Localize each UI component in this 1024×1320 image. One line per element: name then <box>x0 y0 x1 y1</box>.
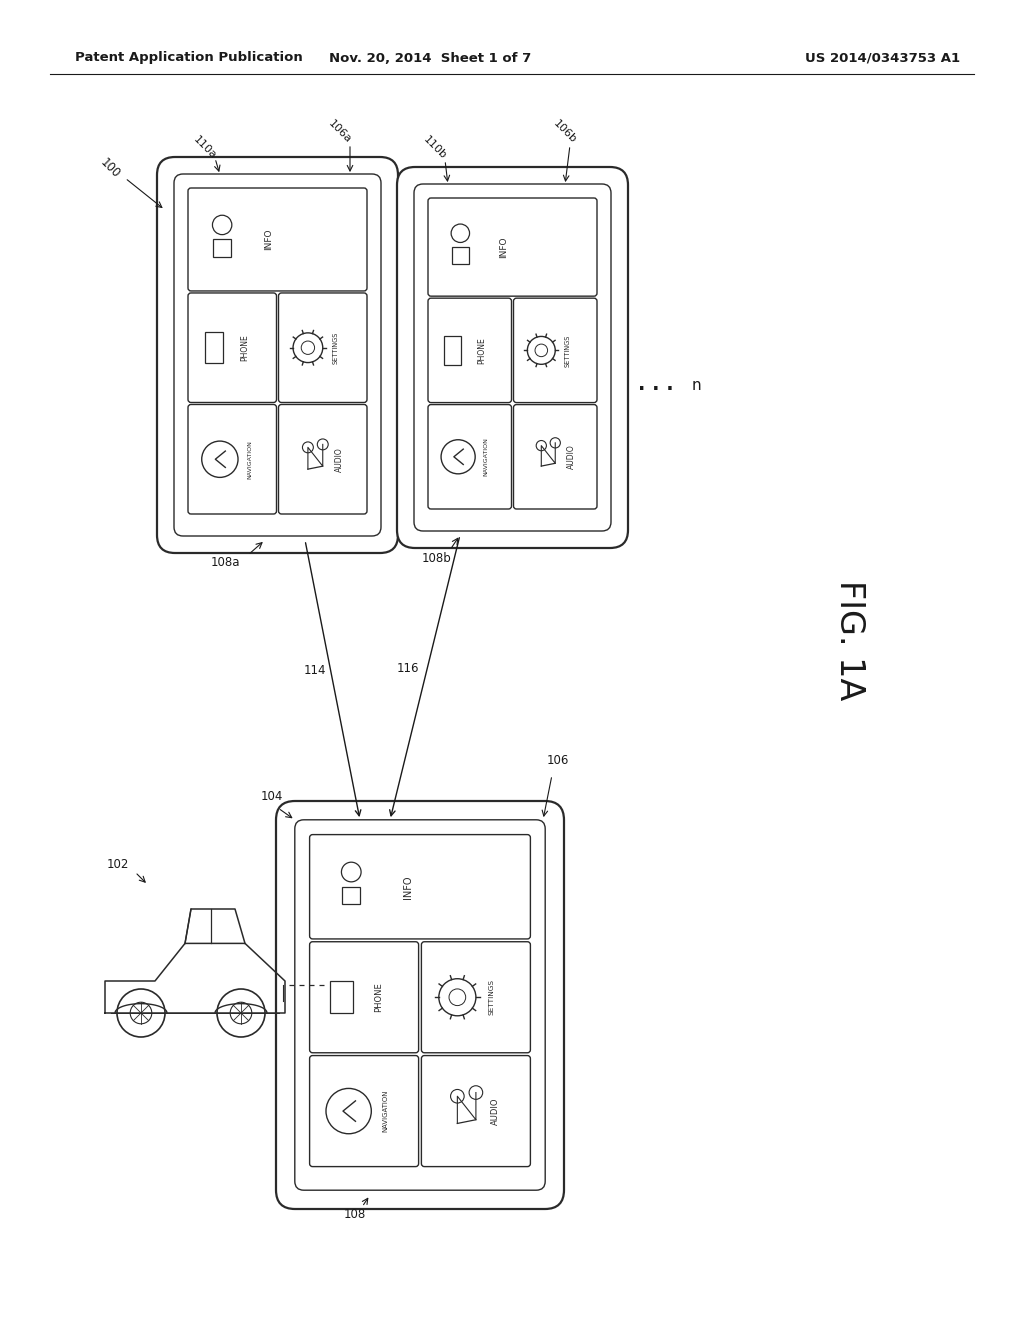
FancyBboxPatch shape <box>422 1056 530 1167</box>
Text: US 2014/0343753 A1: US 2014/0343753 A1 <box>805 51 961 65</box>
FancyBboxPatch shape <box>279 293 367 403</box>
Bar <box>444 335 461 366</box>
Text: 108a: 108a <box>210 556 240 569</box>
Text: 102: 102 <box>106 858 129 871</box>
Text: Nov. 20, 2014  Sheet 1 of 7: Nov. 20, 2014 Sheet 1 of 7 <box>329 51 531 65</box>
FancyBboxPatch shape <box>309 1056 419 1167</box>
FancyBboxPatch shape <box>309 941 419 1053</box>
FancyBboxPatch shape <box>276 801 564 1209</box>
FancyBboxPatch shape <box>157 157 398 553</box>
Text: NAVIGATION: NAVIGATION <box>247 440 252 479</box>
FancyBboxPatch shape <box>513 404 597 510</box>
Text: INFO: INFO <box>500 236 509 257</box>
Text: 108: 108 <box>344 1209 367 1221</box>
Text: n: n <box>692 378 701 392</box>
Text: PHONE: PHONE <box>241 334 250 362</box>
Text: NAVIGATION: NAVIGATION <box>383 1090 389 1133</box>
FancyBboxPatch shape <box>428 298 512 403</box>
FancyBboxPatch shape <box>174 174 381 536</box>
Bar <box>452 247 469 264</box>
Text: . . .: . . . <box>638 375 674 395</box>
FancyBboxPatch shape <box>428 198 597 296</box>
Bar <box>205 333 223 363</box>
Text: AUDIO: AUDIO <box>335 447 344 471</box>
FancyBboxPatch shape <box>428 404 512 510</box>
Text: PHONE: PHONE <box>375 982 383 1012</box>
Text: 110b: 110b <box>422 135 449 161</box>
Text: SETTINGS: SETTINGS <box>488 979 495 1015</box>
Text: 106a: 106a <box>327 119 353 145</box>
Text: 106b: 106b <box>552 119 579 145</box>
Text: NAVIGATION: NAVIGATION <box>483 437 488 477</box>
FancyBboxPatch shape <box>279 404 367 513</box>
FancyBboxPatch shape <box>422 941 530 1053</box>
FancyBboxPatch shape <box>309 834 530 939</box>
Text: INFO: INFO <box>402 875 413 899</box>
FancyBboxPatch shape <box>188 404 276 513</box>
FancyBboxPatch shape <box>295 820 545 1191</box>
Text: AUDIO: AUDIO <box>492 1097 501 1125</box>
Text: 110a: 110a <box>191 135 218 161</box>
Text: 114: 114 <box>304 664 327 676</box>
Text: 106: 106 <box>547 754 569 767</box>
Bar <box>213 239 230 257</box>
Text: 108b: 108b <box>422 552 452 565</box>
FancyBboxPatch shape <box>513 298 597 403</box>
Text: 100: 100 <box>97 156 123 181</box>
FancyBboxPatch shape <box>188 187 367 290</box>
Text: Patent Application Publication: Patent Application Publication <box>75 51 303 65</box>
Text: AUDIO: AUDIO <box>567 445 575 469</box>
Text: SETTINGS: SETTINGS <box>564 334 570 367</box>
Bar <box>342 887 360 904</box>
Bar <box>330 982 353 1012</box>
Text: FIG. 1A: FIG. 1A <box>834 579 866 700</box>
FancyBboxPatch shape <box>188 293 276 403</box>
Text: 116: 116 <box>396 661 419 675</box>
FancyBboxPatch shape <box>414 183 611 531</box>
Text: PHONE: PHONE <box>477 337 486 364</box>
FancyBboxPatch shape <box>397 168 628 548</box>
Text: INFO: INFO <box>263 228 272 251</box>
Text: 104: 104 <box>261 789 284 803</box>
Text: SETTINGS: SETTINGS <box>333 331 339 364</box>
